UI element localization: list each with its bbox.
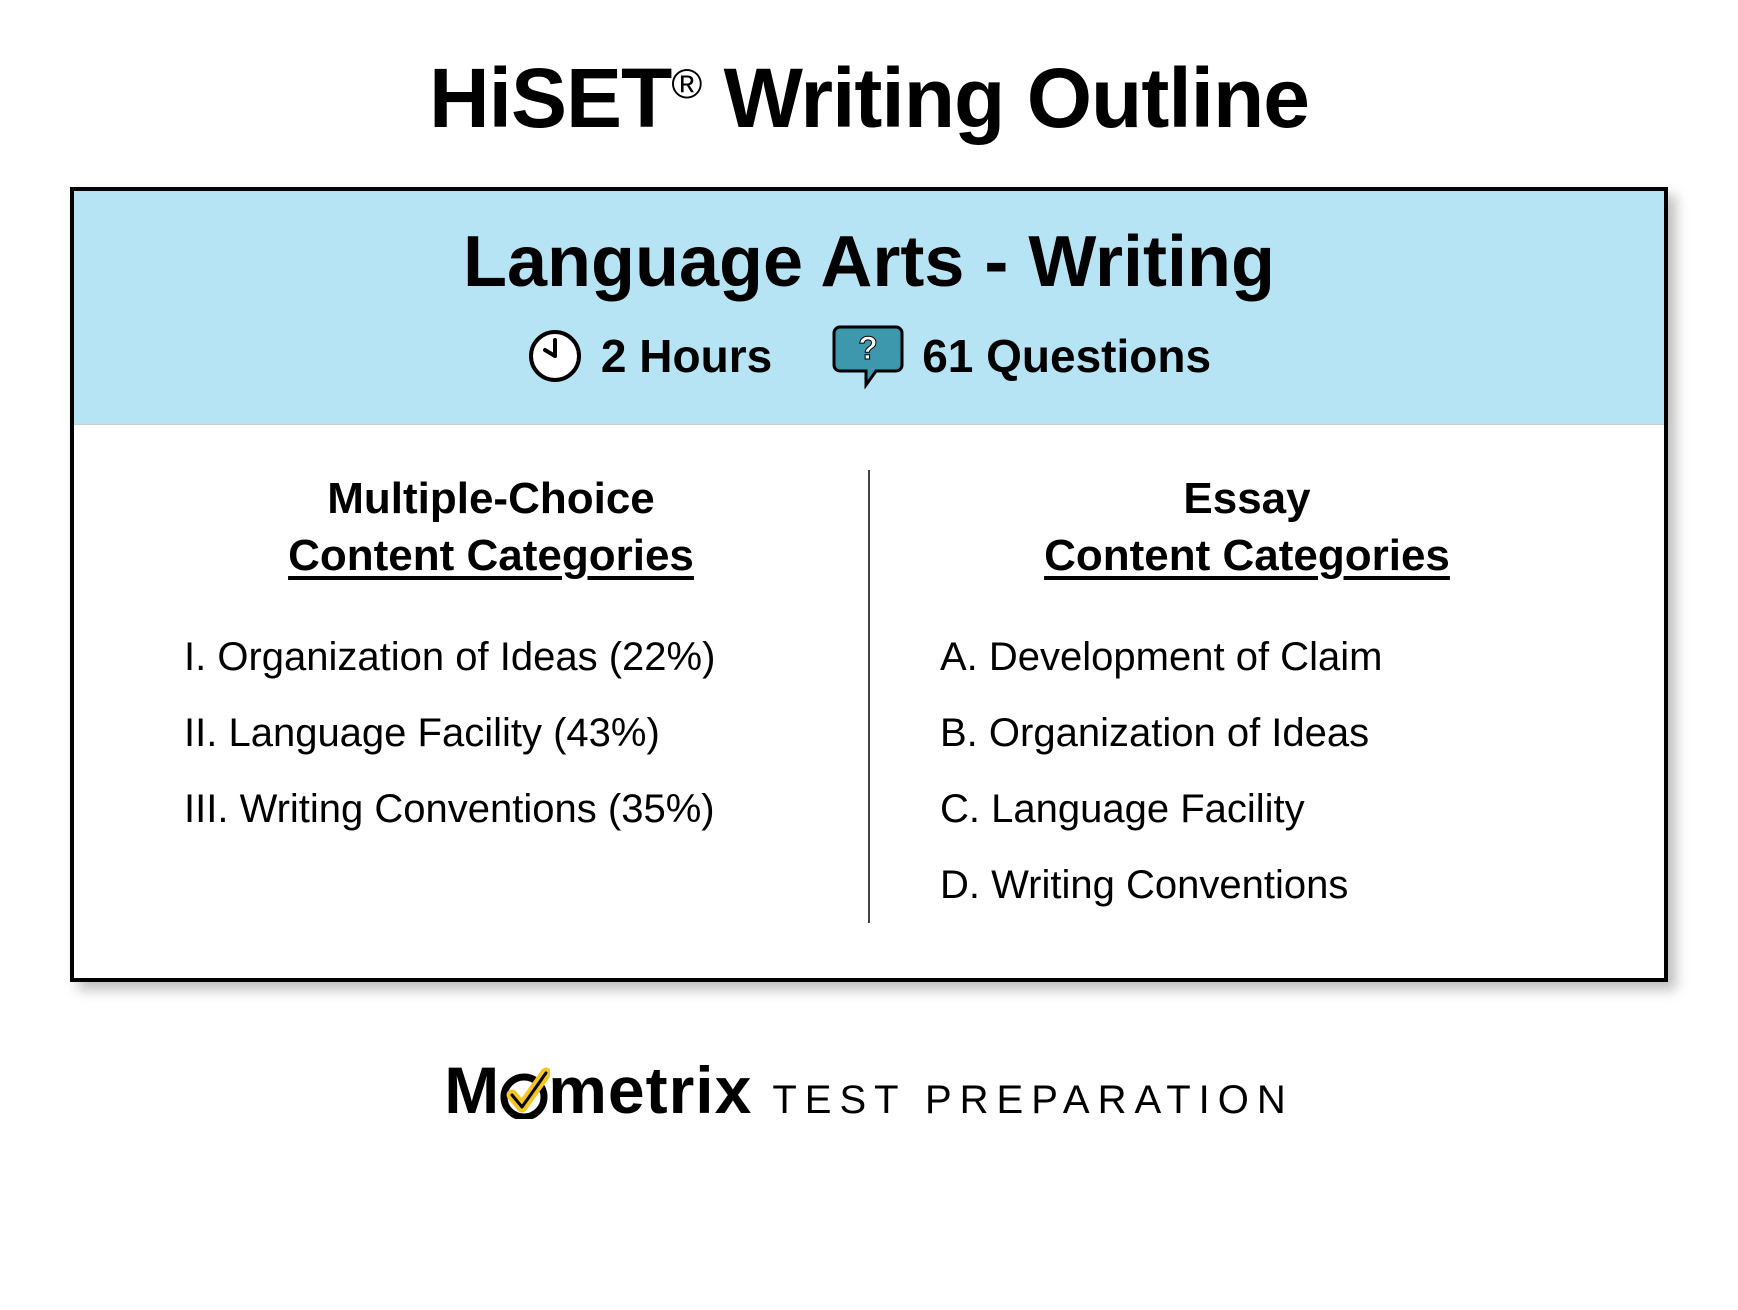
right-item-list: A. Development of Claim B. Organization … [910, 619, 1584, 923]
right-column-title: Essay Content Categories [910, 470, 1584, 584]
list-item: II. Language Facility (43%) [184, 695, 828, 771]
duration-text: 2 Hours [601, 329, 772, 383]
questions-group: ? 61 Questions [832, 323, 1211, 389]
list-item: I. Organization of Ideas (22%) [184, 619, 828, 695]
list-item: A. Development of Claim [940, 619, 1584, 695]
left-title-line1: Multiple-Choice [327, 474, 655, 523]
brand-part2: metrix [548, 1052, 752, 1128]
list-item: III. Writing Conventions (35%) [184, 771, 828, 847]
brand-part1: M [444, 1052, 500, 1128]
brand-main: M metrix [444, 1052, 752, 1128]
right-column: Essay Content Categories A. Development … [870, 470, 1624, 923]
title-superscript: ® [671, 60, 701, 107]
meta-row: 2 Hours ? 61 Questions [94, 323, 1644, 389]
svg-text:?: ? [858, 330, 878, 366]
footer: M metrix TEST PREPARATION [60, 1052, 1678, 1128]
left-title-line2: Content Categories [288, 531, 694, 580]
right-title-line2: Content Categories [1044, 531, 1450, 580]
brand-logo: M metrix TEST PREPARATION [444, 1052, 1294, 1128]
list-item: B. Organization of Ideas [940, 695, 1584, 771]
outline-card: Language Arts - Writing 2 Hours ? [70, 187, 1668, 982]
card-body: Multiple-Choice Content Categories I. Or… [74, 425, 1664, 978]
brand-sub: TEST PREPARATION [772, 1078, 1293, 1123]
page-title: HiSET® Writing Outline [60, 50, 1678, 147]
clock-icon [527, 328, 583, 384]
check-o-icon [498, 1052, 550, 1128]
left-column: Multiple-Choice Content Categories I. Or… [114, 470, 870, 923]
left-item-list: I. Organization of Ideas (22%) II. Langu… [154, 619, 828, 847]
left-column-title: Multiple-Choice Content Categories [154, 470, 828, 584]
list-item: C. Language Facility [940, 771, 1584, 847]
title-prefix: HiSET [429, 51, 671, 145]
questions-text: 61 Questions [922, 329, 1211, 383]
title-suffix: Writing Outline [701, 51, 1309, 145]
right-title-line1: Essay [1183, 474, 1310, 523]
section-title: Language Arts - Writing [94, 221, 1644, 303]
card-header: Language Arts - Writing 2 Hours ? [74, 191, 1664, 425]
list-item: D. Writing Conventions [940, 847, 1584, 923]
question-icon: ? [832, 323, 904, 389]
duration-group: 2 Hours [527, 328, 772, 384]
